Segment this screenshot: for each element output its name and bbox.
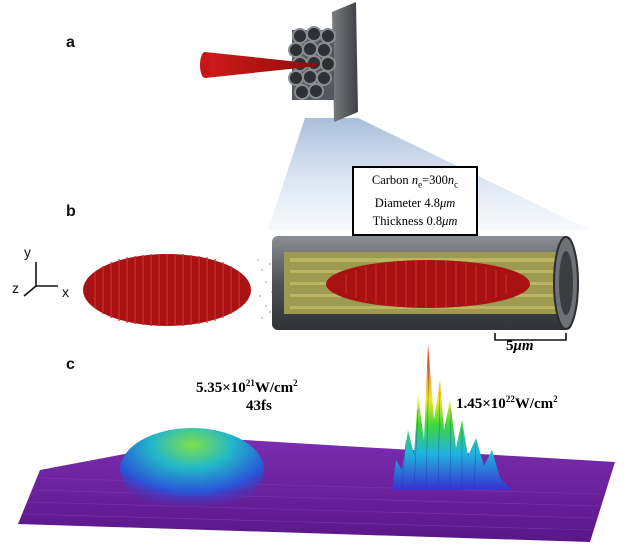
scale-bar-label: 5μm xyxy=(506,338,534,354)
axis-triad xyxy=(23,262,58,297)
diameter-line: Diameter 4.8μm xyxy=(374,195,456,210)
scale-bar xyxy=(494,333,567,341)
laser-pulse-in-tube xyxy=(326,260,530,308)
target-wall xyxy=(332,2,358,122)
intensity-label-left: 5.35×1021W/cm2 xyxy=(196,378,298,396)
panel-label-b: b xyxy=(66,203,76,220)
laser-beam-base xyxy=(200,52,210,78)
intensity-bump-left xyxy=(120,428,264,512)
axis-label-y: y xyxy=(24,244,31,260)
intensity-label-right: 1.45×1022W/cm2 xyxy=(456,394,558,412)
intensity-peak-right xyxy=(392,344,512,490)
laser-pulse-left xyxy=(83,254,251,326)
density-line: Carbon ne=300nc xyxy=(371,173,459,190)
particle-speckle xyxy=(257,259,273,319)
panel-label-a: a xyxy=(66,34,75,51)
material-parameters-box: Carbon ne=300nc Diameter 4.8μm Thickness… xyxy=(352,166,478,236)
axis-label-z: z xyxy=(12,280,19,296)
axis-label-x: x xyxy=(62,284,69,300)
laser-beam xyxy=(205,52,318,78)
intensity-surface xyxy=(18,438,615,542)
pulse-duration-label: 43fs xyxy=(246,398,272,414)
panel-label-c: c xyxy=(66,356,75,373)
thickness-line: Thickness 0.8μm xyxy=(372,213,458,228)
